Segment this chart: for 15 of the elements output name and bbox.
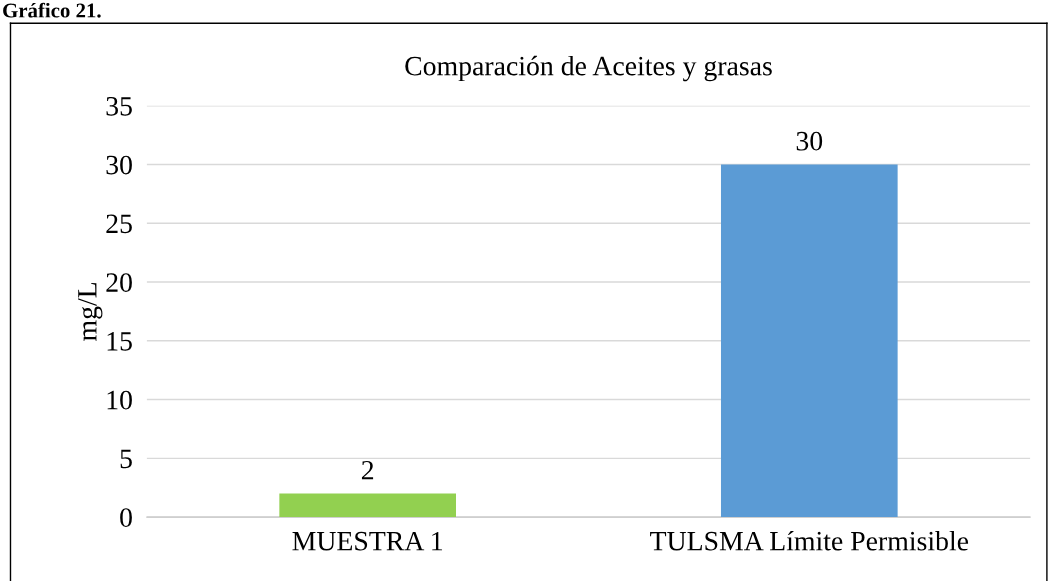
x-tick-label: TULSMA Límite Permisible [650,530,969,551]
chart-title: Comparación de Aceites y grasas [405,55,772,82]
data-label: 30 [796,131,823,151]
y-tick-label: 15 [107,332,132,351]
y-tick-label: 5 [120,449,132,469]
x-tick-label: MUESTRA 1 [292,531,443,551]
y-axis-title: mg/L [78,282,103,341]
y-tick-label: 30 [106,155,132,175]
text: Gráfico 21. [3,2,101,18]
y-tick-label: 25 [106,214,132,234]
y-tick-label: 20 [106,273,132,292]
data-label: 2 [361,460,374,480]
y-tick-label: 35 [106,96,132,116]
y-tick-label: 0 [120,508,132,527]
y-tick-label: 10 [107,390,132,410]
